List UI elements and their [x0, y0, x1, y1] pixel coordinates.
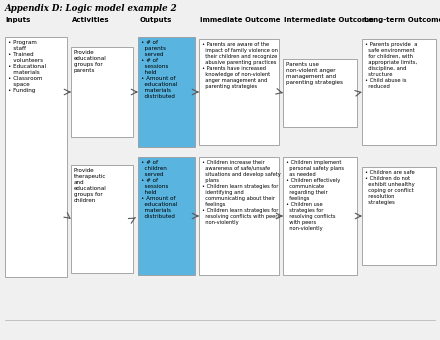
Text: • # of
  children
  served
• # of
  sessions
  held
• Amount of
  educational
  : • # of children served • # of sessions h… — [141, 160, 177, 219]
Text: • # of
  parents
  served
• # of
  sessions
  held
• Amount of
  educational
  m: • # of parents served • # of sessions he… — [141, 40, 177, 99]
FancyBboxPatch shape — [138, 157, 195, 275]
Text: Provide
therapeutic
and
educational
groups for
children: Provide therapeutic and educational grou… — [74, 168, 107, 203]
Text: • Children implement
  personal safety plans
  as needed
• Children effectively
: • Children implement personal safety pla… — [286, 160, 344, 231]
FancyBboxPatch shape — [199, 157, 279, 275]
Text: • Parents provide  a
  safe environment
  for children, with
  appropriate limit: • Parents provide a safe environment for… — [365, 42, 418, 89]
FancyBboxPatch shape — [138, 37, 195, 147]
Text: Parents use
non-violent anger
management and
parenting strategies: Parents use non-violent anger management… — [286, 62, 343, 85]
FancyBboxPatch shape — [283, 157, 357, 275]
FancyBboxPatch shape — [362, 167, 436, 265]
FancyBboxPatch shape — [362, 39, 436, 145]
Text: • Program
   staff
• Trained
   volunteers
• Educational
   materials
• Classroo: • Program staff • Trained volunteers • E… — [8, 40, 46, 93]
Text: Outputs: Outputs — [140, 17, 172, 23]
Text: • Parents are aware of the
  impact of family violence on
  their children and r: • Parents are aware of the impact of fam… — [202, 42, 278, 89]
Text: Immediate Outcome: Immediate Outcome — [200, 17, 281, 23]
Text: Provide
educational
groups for
parents: Provide educational groups for parents — [74, 50, 107, 73]
Text: Activities: Activities — [72, 17, 110, 23]
Text: • Children are safe
• Children do not
  exhibit unhealthy
  coping or conflict
 : • Children are safe • Children do not ex… — [365, 170, 415, 205]
FancyBboxPatch shape — [71, 165, 133, 273]
FancyBboxPatch shape — [199, 39, 279, 145]
Text: Intermediate Outcome: Intermediate Outcome — [284, 17, 374, 23]
Text: Long-term Outcomes: Long-term Outcomes — [364, 17, 440, 23]
Text: • Children increase their
  awareness of safe/unsafe
  situations and develop sa: • Children increase their awareness of s… — [202, 160, 281, 225]
Text: Inputs: Inputs — [5, 17, 30, 23]
FancyBboxPatch shape — [71, 47, 133, 137]
Text: Appendix D: Logic model example 2: Appendix D: Logic model example 2 — [5, 4, 178, 13]
FancyBboxPatch shape — [283, 59, 357, 127]
FancyBboxPatch shape — [5, 37, 67, 277]
